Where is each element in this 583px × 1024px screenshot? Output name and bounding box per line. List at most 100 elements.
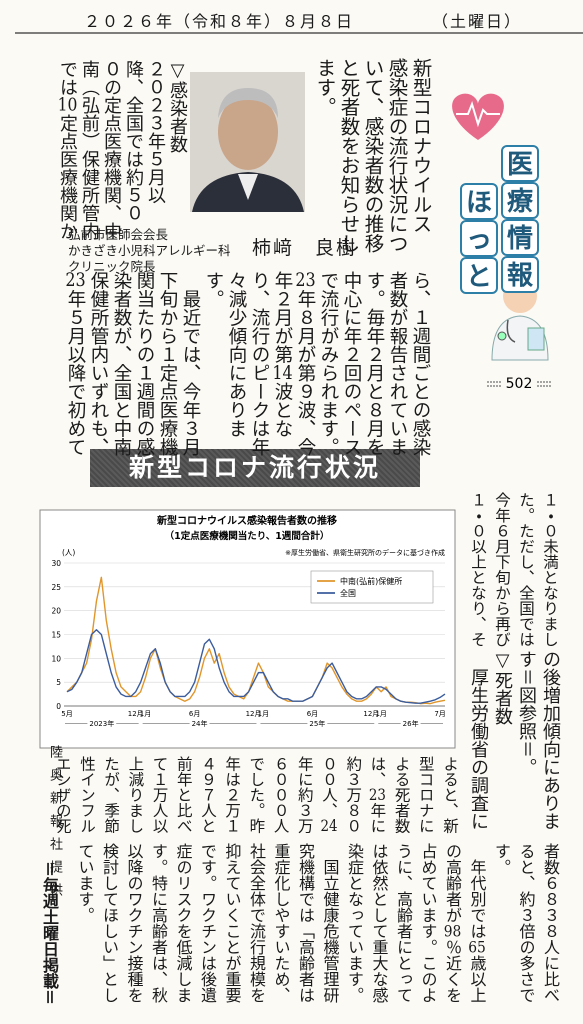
column-title-char: 情 bbox=[507, 224, 533, 254]
text-line: 最近では、今年３月 bbox=[180, 271, 201, 457]
text-line: と死者数をお知らせし bbox=[337, 58, 360, 253]
text-block: 新型コロナウイルス 感染症の流行状況につ いて、感染者数の推移 と死者数をお知らせしま… bbox=[312, 58, 432, 253]
x-tick-label: 6月 bbox=[307, 710, 318, 718]
photo-hair bbox=[218, 88, 278, 118]
text-line: 検討してほしい」とし bbox=[100, 843, 119, 1003]
column-number: 502 bbox=[506, 376, 533, 392]
text-line: 以降のワクチン接種を bbox=[124, 843, 144, 1003]
text-block: ら、１週間ごとの感染 者数が報告されていま す。毎年２月と８月を 中心に年２回のペース… bbox=[64, 271, 432, 456]
text-line: 上減りまし bbox=[126, 756, 145, 834]
text-line: 保健所管内いずれも、 bbox=[88, 271, 109, 456]
text-line: す＝図参照＝。 bbox=[516, 650, 537, 776]
text-line: ると、約３倍の多さで bbox=[516, 843, 536, 1003]
text-block: １・０未満となりまし た。ただし、全国では 今年６月下旬から再び １・０以上となり、そ bbox=[466, 492, 562, 647]
column-title-char: っ bbox=[466, 225, 492, 255]
photo-face bbox=[218, 94, 278, 170]
author-name: 柿﨑 良樹 bbox=[252, 237, 358, 259]
chart-subtitle: （1定点医療機関当たり、1週間合計） bbox=[165, 530, 330, 542]
text-line: 中心に年２回のペース bbox=[341, 271, 362, 456]
title-tile bbox=[501, 256, 539, 293]
text-line: り、流行のピークは年 bbox=[249, 271, 270, 456]
title-tile bbox=[501, 182, 539, 219]
clipboard bbox=[527, 327, 545, 351]
text-line: す。 bbox=[492, 843, 511, 875]
title-tile bbox=[501, 219, 539, 256]
tate-chu-yoko: 23 bbox=[295, 271, 316, 290]
text-line: ら、１週間ごとの感染 bbox=[410, 271, 431, 456]
y-tick-label: 5 bbox=[56, 678, 61, 687]
footer-note: ＝毎週土曜日掲載＝ bbox=[40, 860, 59, 1005]
text-line: いて、感染者数の推移 bbox=[361, 58, 384, 253]
text-line: 年は２万１ bbox=[223, 756, 242, 834]
text-line: 者数が報告されていま bbox=[387, 271, 408, 456]
x-tick-label: 12月 bbox=[246, 710, 262, 718]
text-line: ４９７人と bbox=[198, 756, 217, 834]
x-tick-label: 5月 bbox=[61, 710, 72, 718]
text-line: 南（弘前）保健所管内 bbox=[79, 60, 100, 240]
text-line: ０の定点医療機関、中 bbox=[101, 60, 122, 240]
text-line: 年代別では65歳以上 bbox=[467, 843, 487, 1003]
legend-label: 中南(弘前)保健所 bbox=[340, 576, 402, 586]
text-line: ます。 bbox=[313, 58, 336, 117]
x-tick-label: 12月 bbox=[363, 710, 379, 718]
column-title-char: と bbox=[466, 262, 492, 292]
text-line: た。ただし、全国では bbox=[517, 492, 535, 647]
x-tick-label: 1月 bbox=[140, 710, 151, 718]
series-line bbox=[66, 576, 446, 705]
header-weekday: （土曜日） bbox=[432, 12, 523, 31]
heart-pulse bbox=[456, 100, 500, 128]
y-tick-label: 15 bbox=[51, 631, 61, 640]
text-line: 性インフル bbox=[77, 756, 96, 834]
text-line: て１万人以 bbox=[150, 756, 169, 834]
column-title-char: 医 bbox=[507, 150, 533, 180]
period-label: 26年 bbox=[403, 719, 419, 728]
text-line: す。 bbox=[203, 271, 224, 308]
title-tile bbox=[460, 220, 498, 257]
y-tick-label: 25 bbox=[51, 583, 61, 592]
tate-chu-yoko: 23 bbox=[368, 787, 386, 803]
text-line: 感染症の流行状況につ bbox=[385, 58, 408, 253]
author-affiliation: 弘前市医師会会長 bbox=[68, 227, 169, 242]
text-line: １・０未満となりまし bbox=[541, 492, 559, 647]
text-line: ００人、24 bbox=[319, 756, 338, 834]
chart-title: 新型コロナウイルス感染報告者数の推移 bbox=[156, 514, 337, 527]
period-label: 25年 bbox=[309, 719, 325, 728]
x-tick-label: 1月 bbox=[258, 710, 269, 718]
text-line: たが、季節 bbox=[102, 756, 121, 834]
text-line: 関当たりの１週間の感 bbox=[134, 271, 155, 456]
photo-credit: 陸奥新報社提供 bbox=[47, 745, 62, 906]
text-line: 占めています。このよ bbox=[418, 843, 438, 1003]
legend-box bbox=[310, 570, 434, 604]
title-tile bbox=[501, 145, 539, 182]
text-line: 染症となっています。 bbox=[345, 843, 364, 1003]
stethoscope-head bbox=[497, 331, 507, 341]
text-line: 症のリスクを低減しま bbox=[173, 843, 193, 1003]
text-line: 型コロナに bbox=[416, 756, 435, 834]
x-tick-label: 1月 bbox=[375, 710, 386, 718]
header-date: ２０２６年（令和８年）８月８日 bbox=[84, 12, 355, 31]
x-tick-label: 12月 bbox=[128, 710, 144, 718]
text-line: 厚生労働省の調査に bbox=[468, 650, 489, 830]
text-line: 社会全体で流行規模を bbox=[247, 843, 266, 1003]
text-line: ています。 bbox=[75, 843, 95, 923]
text-line: １・０以上となり、そ bbox=[469, 492, 487, 647]
chart-note: ※厚生労働省、県衛生研究所のデータに基づき作成 bbox=[285, 548, 445, 557]
chart-frame bbox=[39, 509, 456, 749]
text-block: の後増加傾向にありま す＝図参照＝。 ▽死者数 厚生労働省の調査に bbox=[466, 650, 562, 830]
period-label: 2023年 bbox=[89, 719, 114, 728]
tate-chu-yoko: 98 bbox=[443, 923, 462, 939]
text-line: 降、全国では約５０ bbox=[123, 60, 144, 222]
text-line: 前年と比べ bbox=[174, 756, 193, 834]
title-tile bbox=[460, 183, 498, 220]
text-line: ６０００人 bbox=[271, 756, 290, 834]
column-title-char: 報 bbox=[507, 261, 534, 291]
y-tick-label: 20 bbox=[51, 607, 61, 616]
x-tick-label: 7月 bbox=[434, 710, 445, 718]
column-title-char: ほ bbox=[466, 188, 492, 218]
stethoscope bbox=[506, 319, 516, 343]
text-line: す。特に高齢者は、秋 bbox=[149, 843, 168, 1003]
text-line: よる死者数 bbox=[392, 756, 411, 834]
text-block: 者数６８３８人に比べ ると、約３倍の多さで す。 年代別では65歳以上 の高齢者が98… bbox=[72, 843, 562, 1003]
text-line: 抑えていくことが重要 bbox=[222, 843, 242, 1003]
series-line bbox=[66, 629, 446, 704]
